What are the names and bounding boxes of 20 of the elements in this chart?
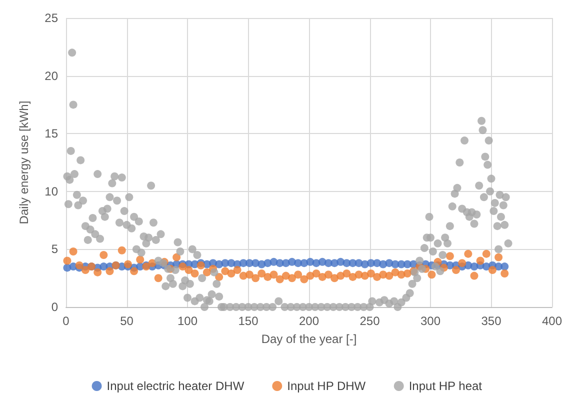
x-axis-title: Day of the year [-] [261,332,357,346]
x-tick-label: 100 [177,314,198,328]
legend-label: Input HP DHW [287,379,366,393]
y-tick-label: 20 [44,68,58,83]
x-tick-label: 0 [62,314,70,328]
x-tick-label: 50 [120,314,134,328]
y-tick-label: 25 [44,11,58,25]
x-tick-label: 300 [420,314,441,328]
y-tick-label: 5 [51,242,58,256]
x-tick-label: 400 [542,314,562,328]
y-axis-title: Daily energy use [kWh] [17,100,31,224]
legend-label: Input electric heater DHW [106,379,245,393]
x-tick-label: 250 [360,314,380,328]
y-tick-label: 0 [51,300,58,314]
x-tick-label: 200 [298,314,320,328]
legend-label: Input HP heat [408,379,483,393]
y-tick-label: 10 [44,184,58,198]
x-tick-label: 350 [481,314,502,328]
x-tick-label: 150 [238,314,259,328]
y-tick-label: 15 [44,126,58,141]
